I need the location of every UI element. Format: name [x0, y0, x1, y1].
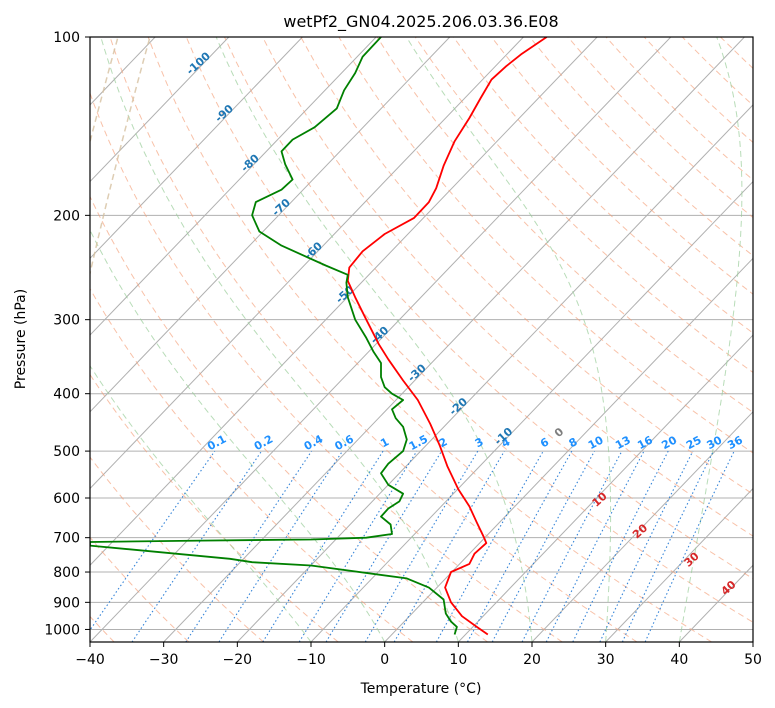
x-tick-label: 10: [449, 652, 467, 668]
isotherm-line: [752, 641, 753, 642]
isotherm-line: [0, 37, 8, 642]
x-tick-label: −40: [75, 652, 105, 668]
dry-adiabat: [414, 37, 753, 374]
y-tick-label: 800: [53, 565, 80, 581]
isotherm-line: [163, 37, 745, 642]
isotherm-line: [90, 37, 303, 260]
moist-adiabat: [215, 37, 533, 642]
dry-adiabat: [90, 91, 563, 642]
mixing-ratio-line: [435, 450, 544, 642]
y-axis-title: Pressure (hPa): [13, 289, 29, 389]
y-tick-label: 400: [53, 387, 80, 403]
mixing-ratio-line: [545, 450, 645, 642]
isotherm-line: [90, 37, 524, 490]
moist-adiabat: [678, 37, 743, 642]
dewpoint-profile: [90, 37, 458, 635]
x-axis-title: Temperature (°C): [360, 681, 482, 697]
mixing-ratio-line: [131, 450, 263, 642]
dry-adiabat: [452, 37, 753, 334]
isotherm-line: [90, 37, 377, 336]
y-tick-label: 200: [53, 208, 80, 224]
x-tick-label: −20: [223, 652, 253, 668]
isotherm-line: [90, 37, 230, 183]
mixing-ratio-line: [325, 450, 443, 642]
dry-adiabat: [376, 37, 753, 413]
mixing-ratio-label: 20: [659, 433, 679, 452]
x-tick-label: 20: [523, 652, 541, 668]
mixing-ratio-label: 16: [635, 433, 655, 452]
mixing-ratio-line: [572, 450, 669, 642]
x-tick-label: −30: [149, 652, 179, 668]
y-tick-label: 500: [53, 444, 80, 460]
mixing-ratio-line: [491, 450, 595, 642]
mixing-ratio-line: [298, 450, 418, 642]
dry-adiabat: [147, 37, 712, 642]
dry-adiabat: [90, 456, 264, 642]
y-tick-label: 100: [53, 30, 80, 46]
mixing-ratio-label: 25: [684, 433, 704, 452]
mixing-ratio-line: [262, 450, 384, 642]
mixing-ratio-line: [185, 450, 313, 642]
isotherm-line: [531, 411, 753, 642]
dry-adiabat: [491, 37, 753, 295]
mixing-ratio-label: 10: [586, 433, 606, 452]
chart-title: wetPf2_GN04.2025.206.03.36.E08: [283, 12, 558, 32]
moist-adiabat: [90, 364, 312, 642]
dry-adiabat: [759, 37, 775, 642]
x-tick-label: 50: [744, 652, 762, 668]
isotherm-line: [236, 104, 753, 642]
x-tick-label: 40: [670, 652, 688, 668]
isotherm-line: [384, 257, 753, 642]
dry-adiabat: [109, 37, 638, 642]
temperature-profile: [346, 37, 548, 636]
plot-background: [90, 37, 753, 642]
y-tick-label: 1000: [44, 622, 80, 638]
y-tick-label: 300: [53, 313, 80, 329]
mixing-ratio-label: 13: [613, 433, 633, 452]
mixing-ratio-line: [90, 450, 216, 632]
dry-adiabat: [90, 287, 414, 642]
dry-adiabat: [185, 37, 753, 623]
mixing-ratio-line: [467, 450, 573, 642]
moist-adiabat: [90, 229, 386, 642]
mixing-ratio-label: 36: [725, 433, 745, 452]
x-tick-label: 0: [380, 652, 389, 668]
x-tick-label: 30: [597, 652, 615, 668]
isotherm-line: [90, 37, 451, 413]
moist-adiabat: [752, 639, 753, 642]
x-tick-label: −10: [296, 652, 326, 668]
moist-adiabat: [405, 37, 612, 642]
mixing-ratio-label: 30: [705, 433, 725, 452]
dry-adiabat: [90, 195, 488, 642]
y-tick-label: 600: [53, 491, 80, 507]
y-tick-label: 700: [53, 531, 80, 547]
isotherm-line: [605, 487, 753, 642]
isotherm-line: [457, 334, 753, 642]
plot-frame: [89, 36, 754, 643]
y-tick-label: 900: [53, 595, 80, 611]
